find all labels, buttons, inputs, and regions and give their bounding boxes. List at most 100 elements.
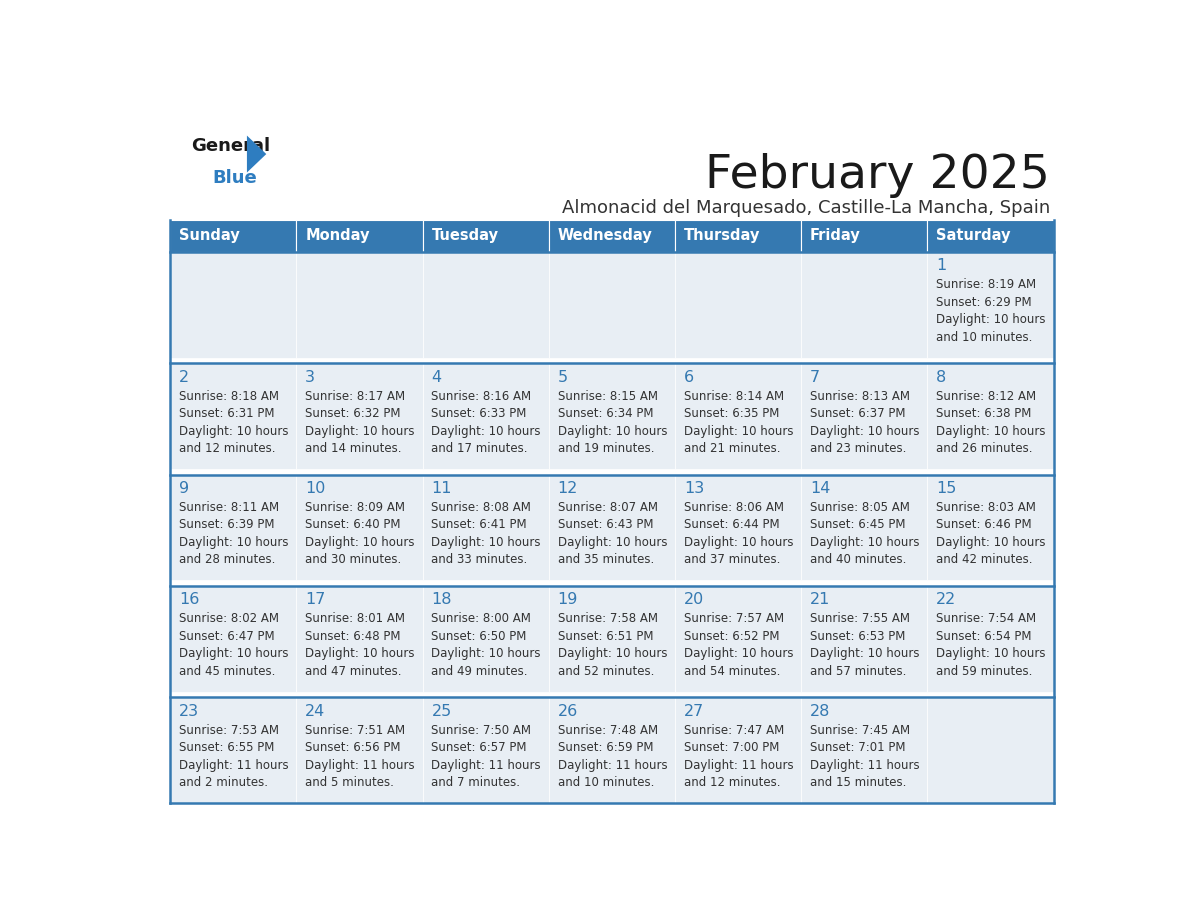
Text: and 10 minutes.: and 10 minutes. xyxy=(936,330,1032,343)
Bar xyxy=(675,364,801,469)
Text: and 21 minutes.: and 21 minutes. xyxy=(684,442,781,455)
Bar xyxy=(928,697,1054,803)
Bar xyxy=(297,364,423,469)
Text: Sunrise: 7:50 AM: Sunrise: 7:50 AM xyxy=(431,723,531,737)
Polygon shape xyxy=(247,136,266,173)
Text: Daylight: 11 hours: Daylight: 11 hours xyxy=(305,758,415,772)
Bar xyxy=(928,475,1054,580)
Text: and 47 minutes.: and 47 minutes. xyxy=(305,665,402,677)
Text: and 52 minutes.: and 52 minutes. xyxy=(557,665,655,677)
Bar xyxy=(423,586,549,692)
Text: General: General xyxy=(191,137,270,155)
Text: Sunrise: 8:14 AM: Sunrise: 8:14 AM xyxy=(684,389,784,403)
Text: Daylight: 10 hours: Daylight: 10 hours xyxy=(431,425,541,438)
Bar xyxy=(928,586,1054,692)
Bar xyxy=(801,364,928,469)
Text: Daylight: 11 hours: Daylight: 11 hours xyxy=(810,758,920,772)
Text: Sunset: 6:52 PM: Sunset: 6:52 PM xyxy=(684,630,779,643)
Text: Daylight: 10 hours: Daylight: 10 hours xyxy=(936,536,1045,549)
Text: Daylight: 10 hours: Daylight: 10 hours xyxy=(557,647,668,660)
Text: Sunset: 7:00 PM: Sunset: 7:00 PM xyxy=(684,741,779,755)
Text: Sunrise: 7:47 AM: Sunrise: 7:47 AM xyxy=(684,723,784,737)
Text: 24: 24 xyxy=(305,703,326,719)
Text: Sunset: 6:39 PM: Sunset: 6:39 PM xyxy=(179,519,274,532)
Text: Sunrise: 8:05 AM: Sunrise: 8:05 AM xyxy=(810,501,910,514)
Bar xyxy=(297,475,423,580)
Text: Daylight: 10 hours: Daylight: 10 hours xyxy=(179,647,289,660)
Text: and 28 minutes.: and 28 minutes. xyxy=(179,554,276,566)
Bar xyxy=(423,364,549,469)
Text: Sunset: 6:59 PM: Sunset: 6:59 PM xyxy=(557,741,653,755)
Text: Sunset: 6:45 PM: Sunset: 6:45 PM xyxy=(810,519,905,532)
Text: Sunset: 6:54 PM: Sunset: 6:54 PM xyxy=(936,630,1032,643)
Text: 12: 12 xyxy=(557,481,579,496)
Text: Daylight: 10 hours: Daylight: 10 hours xyxy=(936,425,1045,438)
Text: Daylight: 10 hours: Daylight: 10 hours xyxy=(557,425,668,438)
Text: 10: 10 xyxy=(305,481,326,496)
Text: Daylight: 10 hours: Daylight: 10 hours xyxy=(305,536,415,549)
Text: Sunset: 6:53 PM: Sunset: 6:53 PM xyxy=(810,630,905,643)
Bar xyxy=(423,697,549,803)
Text: Sunset: 6:40 PM: Sunset: 6:40 PM xyxy=(305,519,400,532)
Text: Sunset: 6:51 PM: Sunset: 6:51 PM xyxy=(557,630,653,643)
Text: Daylight: 11 hours: Daylight: 11 hours xyxy=(431,758,541,772)
Text: Monday: Monday xyxy=(305,229,369,243)
Text: Sunrise: 7:57 AM: Sunrise: 7:57 AM xyxy=(684,612,784,625)
Text: Wednesday: Wednesday xyxy=(557,229,652,243)
Text: 11: 11 xyxy=(431,481,451,496)
Text: Daylight: 10 hours: Daylight: 10 hours xyxy=(557,536,668,549)
Text: Sunset: 6:31 PM: Sunset: 6:31 PM xyxy=(179,408,274,420)
Text: Sunrise: 7:53 AM: Sunrise: 7:53 AM xyxy=(179,723,279,737)
Text: and 42 minutes.: and 42 minutes. xyxy=(936,554,1032,566)
Text: Sunset: 6:47 PM: Sunset: 6:47 PM xyxy=(179,630,274,643)
Text: 18: 18 xyxy=(431,592,451,607)
Text: and 12 minutes.: and 12 minutes. xyxy=(684,776,781,789)
Text: 22: 22 xyxy=(936,592,956,607)
Text: Daylight: 10 hours: Daylight: 10 hours xyxy=(810,647,920,660)
Text: Sunday: Sunday xyxy=(179,229,240,243)
Text: Daylight: 10 hours: Daylight: 10 hours xyxy=(179,536,289,549)
Text: Sunset: 6:29 PM: Sunset: 6:29 PM xyxy=(936,296,1032,308)
Text: 7: 7 xyxy=(810,370,820,385)
Text: Almonacid del Marquesado, Castille-La Mancha, Spain: Almonacid del Marquesado, Castille-La Ma… xyxy=(562,198,1050,217)
Text: and 35 minutes.: and 35 minutes. xyxy=(557,554,653,566)
Text: Sunrise: 7:51 AM: Sunrise: 7:51 AM xyxy=(305,723,405,737)
Text: Sunset: 6:37 PM: Sunset: 6:37 PM xyxy=(810,408,905,420)
Text: Daylight: 11 hours: Daylight: 11 hours xyxy=(179,758,289,772)
Bar xyxy=(170,252,297,358)
Text: Sunrise: 8:06 AM: Sunrise: 8:06 AM xyxy=(684,501,784,514)
Text: Sunrise: 8:18 AM: Sunrise: 8:18 AM xyxy=(179,389,279,403)
Text: and 57 minutes.: and 57 minutes. xyxy=(810,665,906,677)
Text: Sunrise: 8:03 AM: Sunrise: 8:03 AM xyxy=(936,501,1036,514)
Text: Sunrise: 8:09 AM: Sunrise: 8:09 AM xyxy=(305,501,405,514)
Bar xyxy=(170,586,297,692)
Text: February 2025: February 2025 xyxy=(704,152,1050,197)
Text: 5: 5 xyxy=(557,370,568,385)
Text: and 26 minutes.: and 26 minutes. xyxy=(936,442,1032,455)
Text: Sunrise: 7:55 AM: Sunrise: 7:55 AM xyxy=(810,612,910,625)
Bar xyxy=(549,219,675,252)
Text: 23: 23 xyxy=(179,703,200,719)
Text: and 37 minutes.: and 37 minutes. xyxy=(684,554,781,566)
Text: Thursday: Thursday xyxy=(684,229,760,243)
Text: and 19 minutes.: and 19 minutes. xyxy=(557,442,655,455)
Bar xyxy=(549,364,675,469)
Text: Tuesday: Tuesday xyxy=(431,229,499,243)
Bar xyxy=(549,252,675,358)
Bar xyxy=(928,252,1054,358)
Bar xyxy=(801,252,928,358)
Text: Sunset: 6:56 PM: Sunset: 6:56 PM xyxy=(305,741,400,755)
Bar xyxy=(423,219,549,252)
Bar xyxy=(675,252,801,358)
Text: Sunset: 6:48 PM: Sunset: 6:48 PM xyxy=(305,630,400,643)
Text: and 59 minutes.: and 59 minutes. xyxy=(936,665,1032,677)
Text: Sunrise: 8:11 AM: Sunrise: 8:11 AM xyxy=(179,501,279,514)
Text: and 10 minutes.: and 10 minutes. xyxy=(557,776,655,789)
Bar xyxy=(297,586,423,692)
Text: Friday: Friday xyxy=(810,229,861,243)
Text: and 45 minutes.: and 45 minutes. xyxy=(179,665,276,677)
Text: and 30 minutes.: and 30 minutes. xyxy=(305,554,402,566)
Text: 1: 1 xyxy=(936,258,947,274)
Text: Daylight: 11 hours: Daylight: 11 hours xyxy=(684,758,794,772)
Text: Daylight: 11 hours: Daylight: 11 hours xyxy=(557,758,668,772)
